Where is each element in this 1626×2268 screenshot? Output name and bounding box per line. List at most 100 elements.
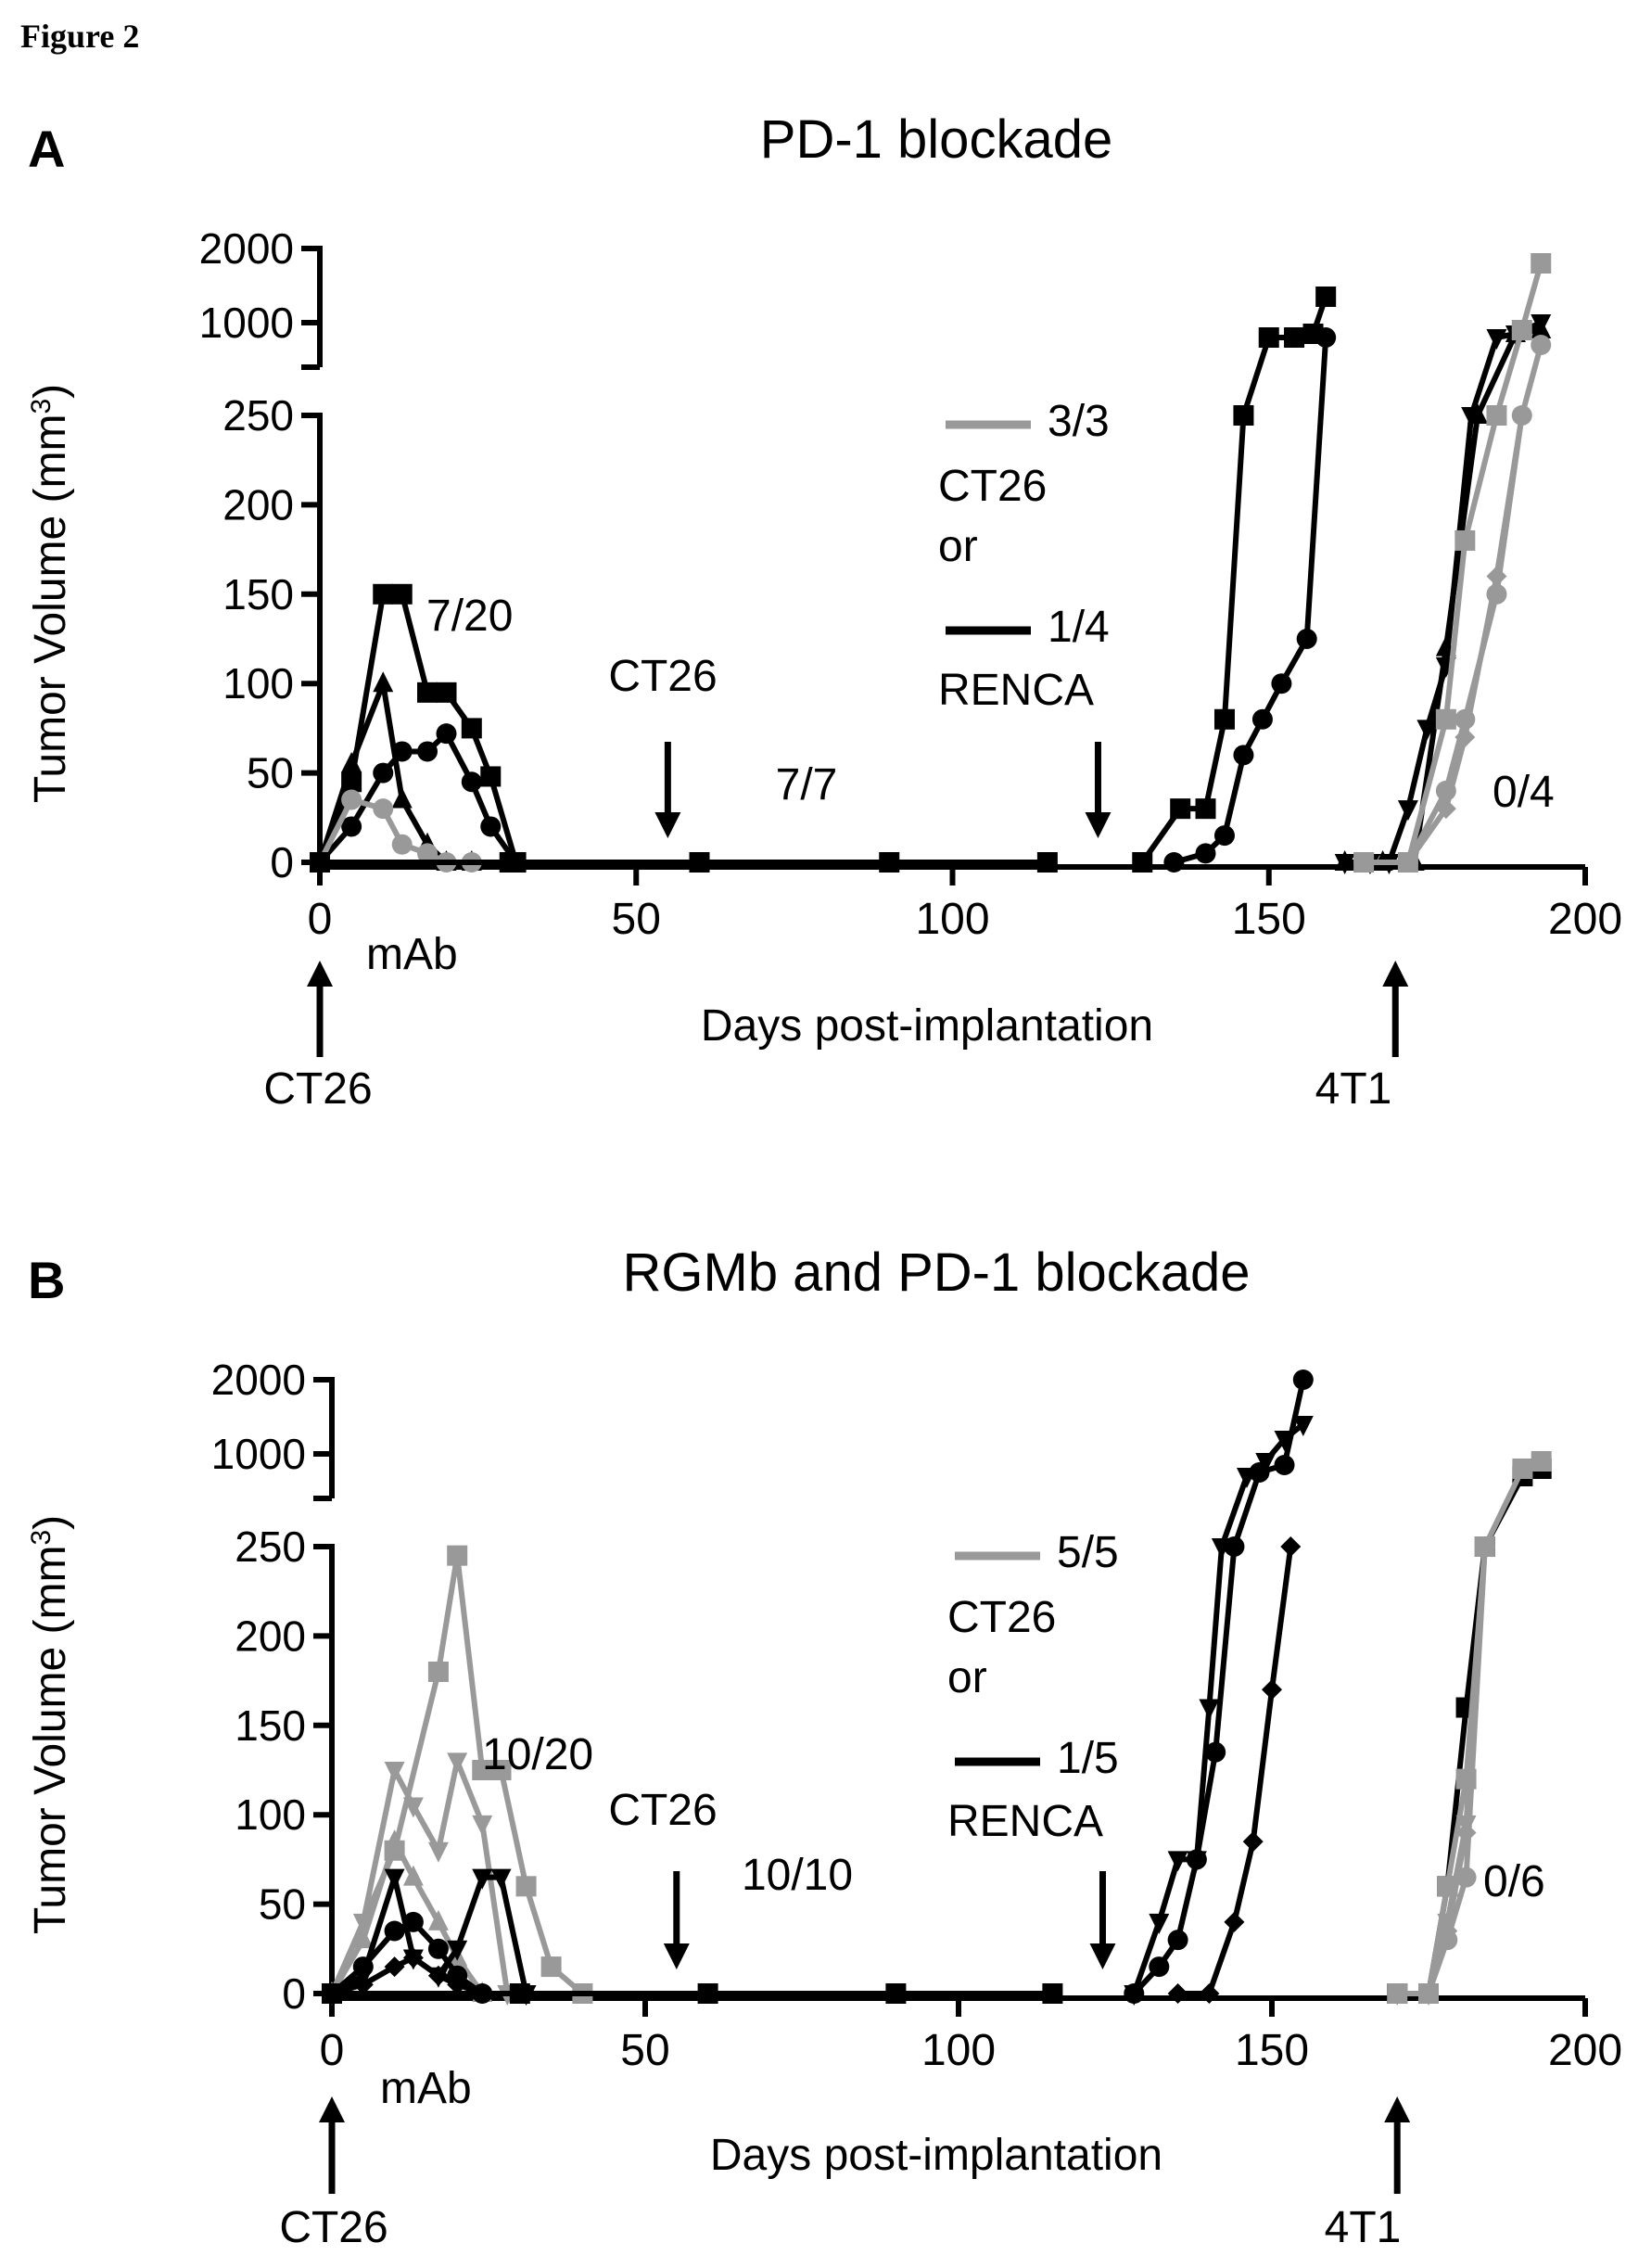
series-line [1131, 1421, 1305, 1994]
data-point [402, 1911, 424, 1932]
legend-gray-value: 5/5 [1057, 1528, 1119, 1577]
y-tick-label: 100 [222, 659, 294, 707]
x-tick-label: 200 [1548, 2026, 1622, 2075]
data-point [1280, 1536, 1302, 1557]
data-point [391, 583, 413, 605]
data-point [1042, 1983, 1063, 2004]
data-point [341, 751, 362, 772]
data-point [447, 1752, 468, 1774]
legend-black-value: 1/5 [1057, 1734, 1119, 1783]
legend-text-ct26: CT26 [938, 462, 1047, 511]
data-point [461, 718, 482, 739]
y-axis-label: Tumor Volume (mm3) [26, 384, 76, 803]
data-point [373, 762, 394, 784]
data-point [1224, 1536, 1245, 1557]
y-tick-label: 1000 [211, 1430, 306, 1478]
y-tick-label: 2000 [199, 224, 294, 273]
data-point [427, 1841, 449, 1863]
y-axis-label: Tumor Volume (mm3) [26, 1515, 76, 1934]
rechallenge-label: CT26 [608, 652, 717, 701]
data-point [1258, 327, 1279, 348]
x-tick-label: 150 [1232, 895, 1306, 944]
data-point [1242, 1831, 1264, 1853]
data-point [417, 741, 438, 762]
data-point [427, 1909, 449, 1930]
data-point [436, 723, 457, 745]
data-point [427, 1938, 449, 1959]
data-point [697, 1983, 718, 2004]
y-tick-label: 50 [259, 1880, 306, 1929]
data-point [1435, 798, 1456, 820]
y-tick-label: 2000 [211, 1356, 306, 1404]
legend-text-or: or [947, 1653, 987, 1702]
data-point [540, 1956, 562, 1978]
annotations: 7/20 CT26 7/7 3/3 CT26 or 1/4 RENCA 0/4 … [263, 397, 1554, 1114]
data-point [352, 1956, 374, 1978]
data-point [1233, 745, 1254, 766]
panel-letter: A [28, 120, 65, 178]
final-count: 0/4 [1493, 768, 1555, 817]
data-point [322, 1983, 342, 2004]
y-tick-label: 50 [247, 749, 294, 797]
data-point [1455, 529, 1476, 551]
series-line [329, 1758, 511, 1995]
data-point [310, 852, 330, 873]
data-point [1124, 1983, 1145, 2004]
legend-black-value: 1/4 [1048, 603, 1110, 652]
data-point [341, 789, 362, 810]
surviving-count: 10/10 [742, 1851, 853, 1900]
y-tick-label: 1000 [199, 299, 294, 347]
data-point [1213, 825, 1235, 847]
data-point [391, 787, 413, 809]
data-point [1262, 1679, 1282, 1701]
panel-b: B RGMb and PD-1 blockade Tumor Volume (m… [26, 1242, 1623, 2252]
final-count: 0/6 [1483, 1857, 1545, 1906]
data-point [1397, 800, 1418, 822]
annotations: 10/20 CT26 10/10 5/5 CT26 or 1/5 RENCA 0… [279, 1528, 1544, 2252]
data-point [461, 771, 482, 793]
initial-response-count: 10/20 [482, 1730, 593, 1779]
chart-title: PD-1 blockade [760, 109, 1112, 170]
data-point [373, 798, 394, 820]
panel-letter: B [28, 1251, 65, 1309]
data-point [1531, 318, 1552, 338]
data-point [1251, 708, 1273, 730]
chart-title: RGMb and PD-1 blockade [623, 1242, 1251, 1303]
data-point [1455, 727, 1476, 748]
y-tick-label: 0 [270, 838, 294, 886]
data-point [1284, 327, 1305, 348]
data-point [1486, 329, 1507, 350]
data-point [885, 1983, 907, 2004]
data-point [1205, 1741, 1226, 1763]
data-point [1149, 1956, 1170, 1978]
data-point [1435, 708, 1456, 730]
mab-label: mAb [366, 930, 458, 979]
data-point [472, 1868, 493, 1890]
data-point [447, 1974, 468, 1995]
data-point [402, 1797, 424, 1818]
data-point [447, 1940, 468, 1961]
data-point [499, 852, 520, 873]
data-point [384, 1762, 405, 1782]
mab-label: mAb [380, 2064, 472, 2113]
data-point [1511, 405, 1532, 426]
data-point [490, 1868, 512, 1890]
data-point [1512, 1459, 1533, 1479]
data-point [384, 1956, 405, 1978]
legend-gray-value: 3/3 [1048, 397, 1110, 446]
data-point [341, 816, 362, 837]
series-line [1397, 1459, 1543, 1996]
y-tick-label: 100 [235, 1790, 306, 1839]
data-point [391, 834, 413, 855]
data-point [1511, 320, 1532, 340]
data-point [373, 583, 394, 605]
data-point [1531, 335, 1552, 355]
start-arrow-label: CT26 [279, 2203, 387, 2252]
y-tick-label: 250 [222, 391, 294, 440]
legend-text-renca: RENCA [938, 666, 1094, 715]
data-point [1233, 405, 1254, 426]
x-tick-label: 100 [915, 895, 989, 944]
data-point [352, 1974, 374, 1995]
data-point [1195, 798, 1216, 820]
data-point [1255, 1453, 1277, 1473]
